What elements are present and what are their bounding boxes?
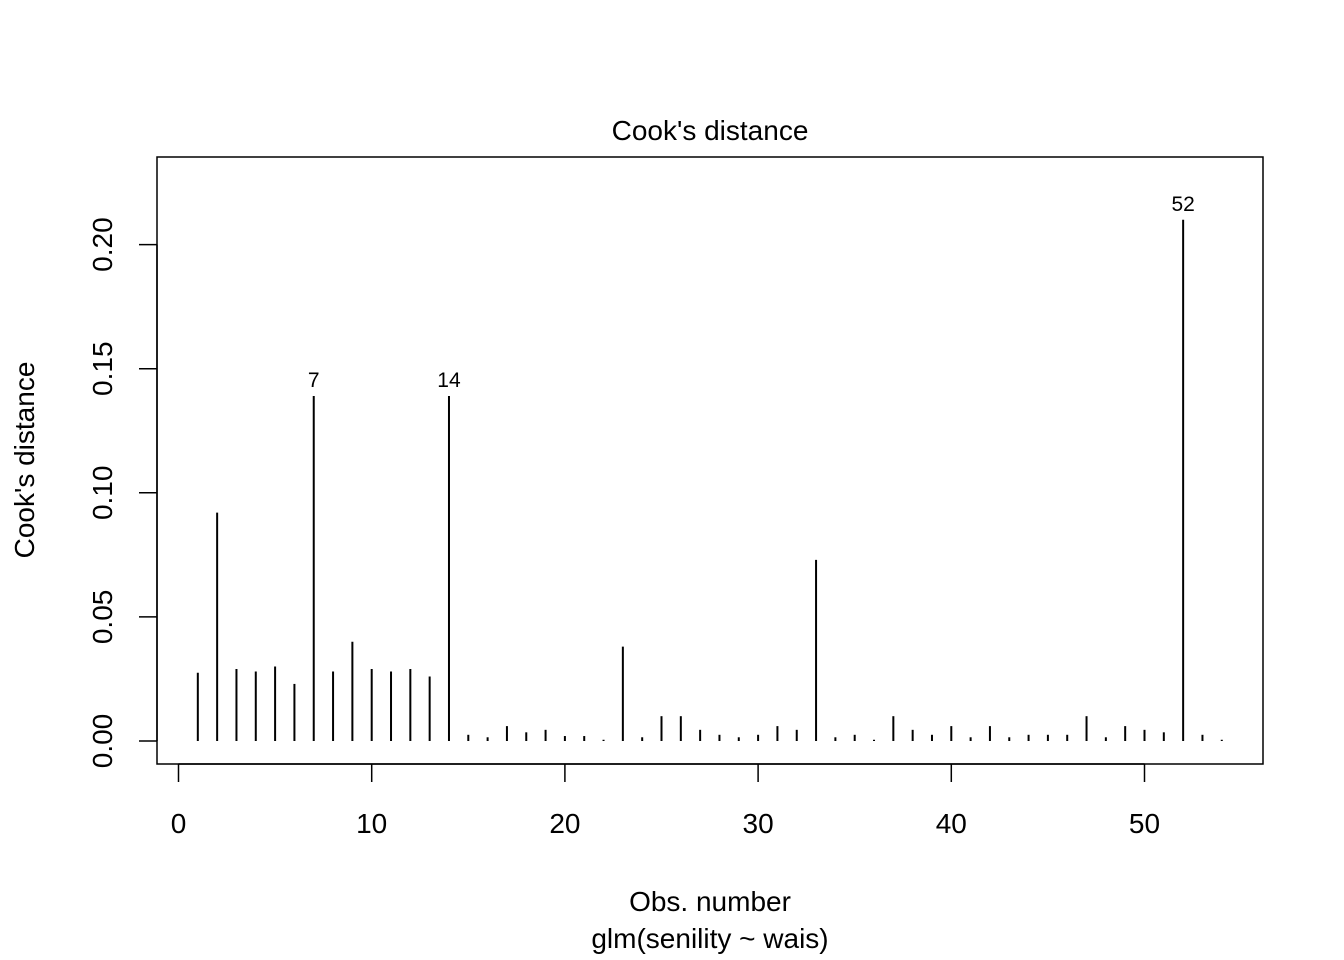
x-tick-label: 10	[356, 808, 387, 839]
x-tick-label: 0	[171, 808, 187, 839]
chart-title: Cook's distance	[612, 115, 809, 146]
annotation-14: 14	[437, 369, 461, 392]
y-tick-label: 0.05	[87, 590, 118, 645]
y-tick-label: 0.15	[87, 341, 118, 396]
y-tick-label: 0.00	[87, 714, 118, 769]
y-axis-label: Cook's distance	[9, 362, 40, 559]
y-tick-label: 0.10	[87, 466, 118, 521]
x-axis-subtitle: glm(senility ~ wais)	[591, 923, 828, 954]
annotations-group: 7 14 52	[308, 193, 1195, 392]
x-tick-label: 50	[1129, 808, 1160, 839]
x-axis: 0 10 20 30 40 50	[171, 763, 1160, 839]
plot-frame	[156, 156, 1264, 765]
x-tick-label: 30	[743, 808, 774, 839]
y-tick-label: 0.20	[87, 217, 118, 272]
annotation-52: 52	[1171, 193, 1194, 216]
y-axis: 0.00 0.05 0.10 0.15 0.20	[87, 217, 158, 769]
bars-group	[196, 219, 1223, 741]
annotation-7: 7	[308, 369, 320, 392]
x-tick-label: 40	[936, 808, 967, 839]
x-axis-label: Obs. number	[629, 886, 791, 917]
x-tick-label: 20	[549, 808, 580, 839]
